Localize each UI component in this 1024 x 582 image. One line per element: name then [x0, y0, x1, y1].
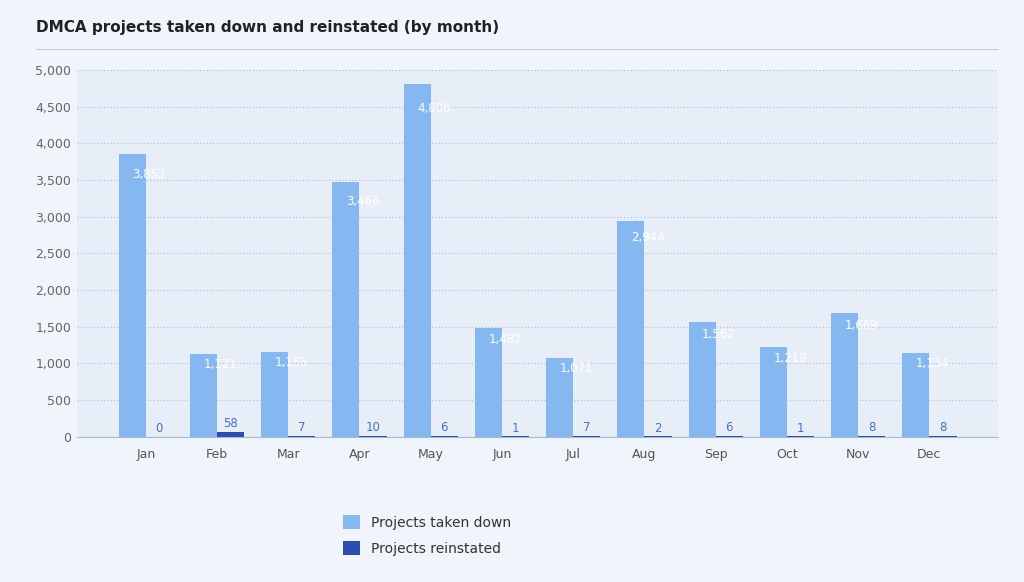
- Text: DMCA projects taken down and reinstated (by month): DMCA projects taken down and reinstated …: [36, 20, 499, 36]
- Bar: [333, 182, 359, 436]
- Text: 6: 6: [725, 421, 733, 434]
- Text: 7: 7: [298, 421, 305, 434]
- Bar: [902, 353, 930, 436]
- Bar: [831, 313, 858, 436]
- Text: 1: 1: [797, 421, 804, 435]
- Text: 3,466: 3,466: [346, 195, 380, 208]
- Text: 2,944: 2,944: [631, 232, 665, 244]
- Bar: [189, 354, 217, 436]
- Text: 1,121: 1,121: [204, 359, 238, 371]
- Text: 1: 1: [512, 421, 519, 435]
- Bar: [546, 358, 573, 436]
- Text: 8: 8: [868, 421, 876, 434]
- Text: 4,806: 4,806: [417, 102, 451, 115]
- Bar: [617, 221, 644, 436]
- Legend: Projects taken down, Projects reinstated: Projects taken down, Projects reinstated: [338, 509, 516, 561]
- Text: 58: 58: [223, 417, 238, 431]
- Bar: [217, 432, 244, 436]
- Text: 7: 7: [583, 421, 591, 434]
- Text: 1,134: 1,134: [915, 357, 949, 371]
- Text: 3,853: 3,853: [132, 168, 166, 181]
- Bar: [261, 352, 288, 436]
- Text: 6: 6: [440, 421, 449, 434]
- Bar: [688, 322, 716, 436]
- Text: 1,689: 1,689: [845, 319, 879, 332]
- Text: 1,562: 1,562: [702, 328, 736, 340]
- Bar: [119, 154, 145, 436]
- Bar: [760, 347, 787, 436]
- Bar: [403, 84, 431, 436]
- Text: 0: 0: [156, 422, 163, 435]
- Text: 10: 10: [366, 421, 381, 434]
- Text: 1,482: 1,482: [488, 333, 522, 346]
- Bar: [475, 328, 502, 436]
- Text: 8: 8: [939, 421, 946, 434]
- Text: 2: 2: [654, 421, 662, 435]
- Text: 1,218: 1,218: [773, 352, 807, 365]
- Text: 1,071: 1,071: [560, 362, 593, 375]
- Text: 1,155: 1,155: [274, 356, 308, 369]
